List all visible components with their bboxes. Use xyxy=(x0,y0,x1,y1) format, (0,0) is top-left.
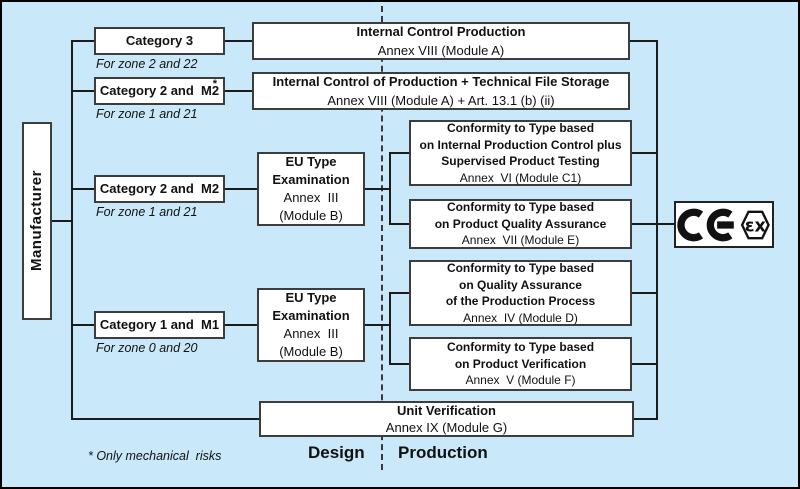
branch-upper xyxy=(389,152,391,225)
manufacturer-box: Manufacturer xyxy=(22,122,52,320)
category-3-box: Category 3 xyxy=(94,27,225,55)
conformity-c1-annex: Annex VI (Module C1) xyxy=(459,170,582,185)
connector-to-ce-mark xyxy=(657,223,674,225)
conformity-c1-line1: Conformity to Type based xyxy=(446,121,595,135)
unit-verification-box: Unit Verification Annex IX (Module G) xyxy=(259,401,634,437)
eu-type-2-line2: Examination xyxy=(272,308,350,323)
connector-eu-type-1-out xyxy=(365,188,390,190)
conformity-d-box: Conformity to Type based on Quality Assu… xyxy=(409,260,632,326)
connector-d-out xyxy=(632,292,658,294)
conformity-c1-line2: on Internal Production Control plus xyxy=(419,137,622,152)
connector-stub-cat2-m2-b xyxy=(71,188,94,190)
conformity-f-line1: Conformity to Type based xyxy=(446,340,595,355)
category-2-m2-mech-zone-note: For zone 1 and 21 xyxy=(96,107,198,121)
conformity-f-line2: on Product Verification xyxy=(454,356,587,371)
design-phase-label: Design xyxy=(308,443,365,462)
conformity-c1-line3: Supervised Product Testing xyxy=(441,154,600,168)
branch-lower-to-f xyxy=(389,363,409,365)
category-2-m2-box: Category 2 and M2 xyxy=(94,175,225,203)
connector-module-a-out xyxy=(630,40,658,42)
eu-type-examination-box-1: EU Type Examination Annex III (Module B) xyxy=(257,152,365,226)
category-2-m2-zone-note: For zone 1 and 21 xyxy=(96,205,198,219)
eu-type-1-module: (Module B) xyxy=(279,208,343,223)
internal-control-production-annex: Annex VIII (Module A) xyxy=(377,43,505,58)
eu-type-1-line2: Examination xyxy=(272,172,350,187)
eu-type-1-annex: Annex III xyxy=(283,190,339,205)
eu-type-2-annex: Annex III xyxy=(283,326,339,341)
connector-unit-right xyxy=(634,418,657,420)
connector-right-trunk xyxy=(656,40,658,420)
conformity-c1-box: Conformity to Type based on Internal Pro… xyxy=(409,120,632,186)
category-2-m2-label: Category 2 and M2 xyxy=(99,181,220,196)
connector-cat2a-to-storage xyxy=(225,90,252,92)
connector-cat2b-to-eu-type-1 xyxy=(225,188,257,190)
connector-left-trunk xyxy=(71,40,73,420)
conformity-f-annex: Annex V (Module F) xyxy=(465,373,576,388)
category-2-m2-mech-label: Category 2 and M2 xyxy=(99,83,220,98)
connector-cat1-to-eu-type-2 xyxy=(225,324,257,326)
conformity-d-line1: Conformity to Type based xyxy=(446,261,595,275)
connector-manufacturer xyxy=(52,220,72,222)
internal-control-production-title: Internal Control Production xyxy=(356,24,526,39)
conformity-d-annex: Annex IV (Module D) xyxy=(463,310,578,325)
branch-lower-to-d xyxy=(389,292,409,294)
internal-control-storage-annex: Annex VIII (Module A) + Art. 13.1 (b) (i… xyxy=(327,93,555,108)
connector-eu-type-2-out xyxy=(365,324,390,326)
ce-ex-marking-box: εx xyxy=(674,201,774,248)
branch-lower xyxy=(389,292,391,365)
ex-hexagon-icon: εx xyxy=(740,210,770,239)
category-2-m2-mech-box: Category 2 and M2 * xyxy=(94,77,225,105)
eu-type-2-line1: EU Type xyxy=(285,290,337,305)
category-3-label: Category 3 xyxy=(125,33,194,48)
unit-verification-annex: Annex IX (Module G) xyxy=(385,420,508,435)
internal-control-storage-box: Internal Control of Production + Technic… xyxy=(252,72,630,110)
connector-stub-cat1-m1 xyxy=(71,324,94,326)
branch-upper-to-e xyxy=(389,223,409,225)
manufacturer-label: Manufacturer xyxy=(28,170,45,272)
mechanical-risk-asterisk: * xyxy=(212,78,217,90)
connector-e-out xyxy=(632,223,658,225)
conformity-e-line1: Conformity to Type based xyxy=(446,200,595,215)
conformity-d-line2: on Quality Assurance xyxy=(459,277,582,292)
connector-unit-left xyxy=(72,418,259,420)
connector-f-out xyxy=(632,363,658,365)
conformity-e-box: Conformity to Type based on Product Qual… xyxy=(409,199,632,249)
category-1-m1-zone-note: For zone 0 and 20 xyxy=(96,341,198,355)
conformity-e-line2: on Product Quality Assurance xyxy=(434,216,607,231)
conformity-f-box: Conformity to Type based on Product Veri… xyxy=(409,337,632,391)
connector-c1-out xyxy=(632,152,658,154)
connector-cat3-to-module-a xyxy=(225,40,252,42)
ex-mark-label: εx xyxy=(745,216,767,236)
conformity-d-line3: of the Production Process xyxy=(445,294,596,308)
ce-mark-icon: εx xyxy=(677,208,770,241)
eu-type-examination-box-2: EU Type Examination Annex III (Module B) xyxy=(257,288,365,362)
category-3-zone-note: For zone 2 and 22 xyxy=(96,57,198,71)
eu-type-1-line1: EU Type xyxy=(285,154,337,169)
internal-control-storage-title: Internal Control of Production + Technic… xyxy=(272,74,610,89)
category-1-m1-label: Category 1 and M1 xyxy=(99,317,220,332)
conformity-e-annex: Annex VII (Module E) xyxy=(461,233,580,248)
category-1-m1-box: Category 1 and M1 xyxy=(94,311,225,339)
footnote-mechanical-risks: * Only mechanical risks xyxy=(88,449,222,463)
branch-upper-to-c1 xyxy=(389,152,409,154)
unit-verification-title: Unit Verification xyxy=(397,403,496,418)
eu-type-2-module: (Module B) xyxy=(279,344,343,359)
production-phase-label: Production xyxy=(398,443,488,462)
connector-stub-cat2-m2-a xyxy=(71,90,94,92)
connector-stub-cat3 xyxy=(71,40,94,42)
internal-control-production-box: Internal Control Production Annex VIII (… xyxy=(252,22,630,60)
design-production-divider xyxy=(381,6,383,470)
